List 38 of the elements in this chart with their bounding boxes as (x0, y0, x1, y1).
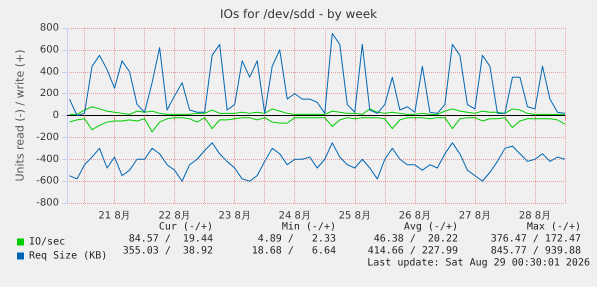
legend-label: Req Size (KB) (29, 250, 108, 262)
y-tick-label: 800 (40, 22, 59, 34)
y-tick-label: -200 (36, 132, 59, 143)
text: 18.68 / 6.64 (252, 246, 336, 256)
y-tick-label: -800 (36, 198, 59, 208)
x-tick-label: 25 8月 (338, 210, 371, 222)
text: 376.47 / 172.47 (490, 234, 581, 244)
line-series (69, 106, 566, 115)
x-tick-label: 27 8月 (458, 210, 492, 222)
text: Min (-/+) (282, 222, 336, 232)
text: 4.89 / 2.33 (258, 234, 336, 244)
y-tick-label: -600 (36, 176, 59, 187)
line-series (69, 117, 566, 132)
line-series (69, 32, 566, 116)
chart-title: IOs for /dev/sdd - by week (220, 7, 378, 21)
y-tick-label: 400 (40, 66, 59, 78)
y-axis-title: Units read (-) / write (+) (13, 49, 26, 182)
x-tick-label: 28 8月 (518, 210, 552, 222)
text: Avg (-/+) (404, 222, 458, 232)
text: 84.57 / 19.44 (128, 234, 213, 244)
y-tick-label: -400 (36, 154, 59, 165)
x-tick-label: 23 8月 (218, 210, 251, 222)
text: 845.77 / 939.88 (490, 246, 581, 256)
legend-label: IO/sec (29, 236, 66, 248)
x-tick-label: 22 8月 (158, 210, 191, 222)
y-tick-label: 0 (52, 110, 59, 121)
x-tick-label: 26 8月 (398, 210, 431, 222)
text: 355.03 / 38.92 (122, 246, 213, 256)
y-tick-label: 600 (40, 44, 59, 56)
text: Max (-/+) (526, 222, 581, 232)
x-tick-label: 24 8月 (278, 210, 311, 222)
y-tick-label: 200 (40, 88, 59, 100)
text: Last update: Sat Aug 29 00:30:01 2026 (367, 258, 590, 268)
x-tick-label: 21 8月 (98, 210, 131, 222)
text: 46.38 / 20.22 (374, 234, 458, 244)
line-series (69, 142, 566, 182)
text: Cur (-/+) (158, 222, 213, 232)
text: 414.66 / 227.99 (368, 246, 458, 256)
